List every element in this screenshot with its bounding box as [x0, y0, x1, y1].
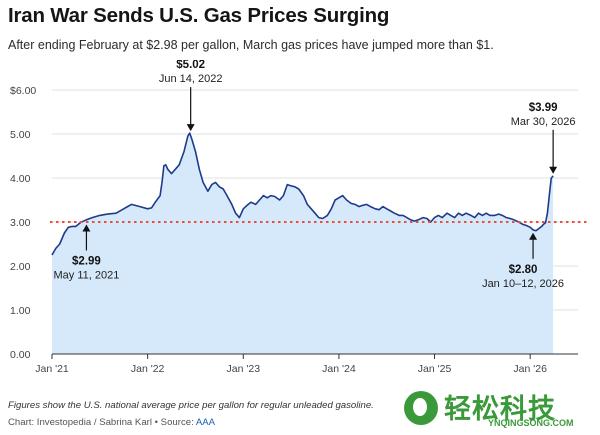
- y-tick-label: 4.00: [10, 173, 31, 185]
- y-tick-label: 0.00: [10, 349, 31, 361]
- annotation-arrow-head: [186, 124, 195, 132]
- chart-subtitle: After ending February at $2.98 per gallo…: [8, 38, 494, 52]
- y-tick-label: 3.00: [10, 217, 31, 229]
- annotation-date: Jan 10–12, 2026: [482, 278, 564, 290]
- annotation-date: Mar 30, 2026: [511, 116, 576, 128]
- watermark-text: 轻松科技: [444, 394, 556, 424]
- annotation-value: $2.80: [509, 264, 538, 276]
- y-tick-label: 5.00: [10, 129, 31, 141]
- watermark-url: YNQINGSONG.COM: [488, 418, 574, 428]
- x-tick-label: Jan '25: [418, 363, 452, 375]
- annotation-value: $5.02: [176, 60, 205, 71]
- chart-title: Iran War Sends U.S. Gas Prices Surging: [8, 4, 390, 27]
- x-tick-label: Jan '23: [227, 363, 261, 375]
- site-watermark: 轻松科技 YNQINGSONG.COM: [404, 387, 594, 431]
- annotation-layer: $2.99 May 11, 2021 $5.02 Jun 14, 2022 $2.80 J…: [54, 60, 576, 290]
- annotation-date: Jun 14, 2022: [159, 73, 223, 85]
- annotation-value: $2.99: [72, 255, 101, 267]
- chart-credit: Chart: Investopedia / Sabrina Karl • Sou…: [8, 417, 215, 428]
- x-tick-label: Jan '22: [131, 363, 165, 375]
- price-series-line: [51, 132, 554, 256]
- annotation-arrow-head: [529, 232, 538, 240]
- y-tick-label: 1.00: [10, 305, 31, 317]
- area-layer: [51, 132, 554, 354]
- x-tick-label: Jan '21: [35, 363, 69, 375]
- watermark-logo-icon: [404, 391, 438, 425]
- annotation-date: May 11, 2021: [54, 269, 120, 281]
- annotation-arrow-head: [549, 166, 558, 174]
- annotation-arrow-head: [82, 224, 91, 232]
- x-tick-label: Jan '24: [322, 363, 356, 375]
- y-tick-label: $6.00: [10, 85, 36, 97]
- y-tick-label: 2.00: [10, 261, 31, 273]
- x-tick-label: Jan '26: [513, 363, 547, 375]
- chart-footnote: Figures show the U.S. national average p…: [8, 400, 374, 411]
- axis-layer: 0.00 1.00 2.00 3.00 4.00 5.00 $6.00 Jan '21 Jan …: [10, 85, 578, 375]
- price-area-fill: [52, 133, 554, 354]
- annotation-value: $3.99: [529, 102, 558, 114]
- credit-text: Chart: Investopedia / Sabrina Karl • Sou…: [8, 417, 196, 428]
- source-link[interactable]: AAA: [195, 417, 216, 428]
- price-chart: 0.00 1.00 2.00 3.00 4.00 5.00 $6.00 Jan '21 Jan …: [10, 60, 590, 375]
